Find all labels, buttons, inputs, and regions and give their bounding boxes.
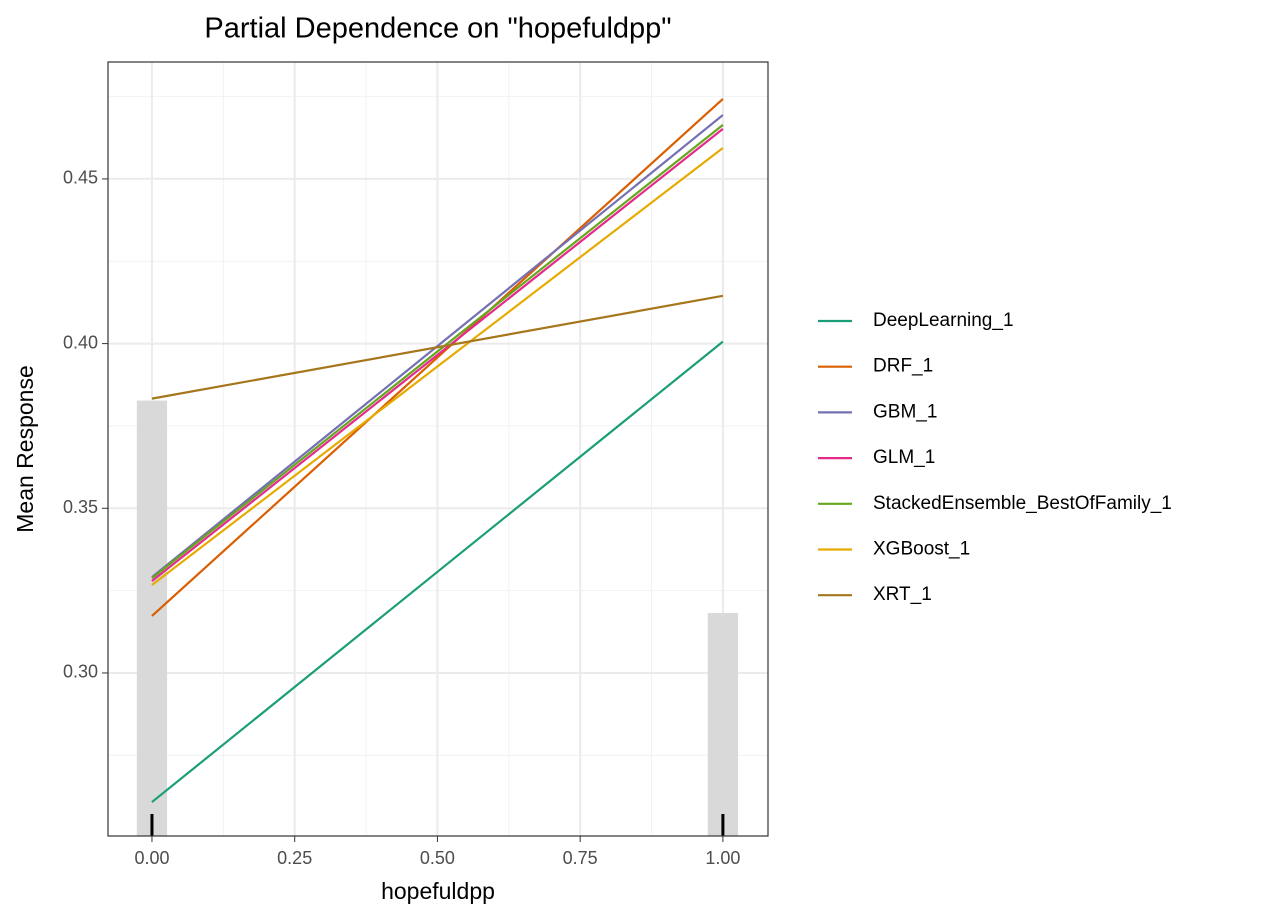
x-tick-label: 0.50 bbox=[420, 848, 455, 868]
histogram-bar bbox=[136, 400, 168, 836]
chart-title: Partial Dependence on "hopefuldpp" bbox=[204, 13, 671, 45]
series-line bbox=[151, 127, 724, 582]
series-line bbox=[151, 340, 724, 803]
y-tick-label: 0.35 bbox=[63, 497, 98, 517]
x-tick-label: 0.00 bbox=[134, 848, 169, 868]
legend-label: XRT_1 bbox=[873, 584, 932, 605]
legend-label: XGBoost_1 bbox=[873, 539, 970, 560]
legend-label: StackedEnsemble_BestOfFamily_1 bbox=[873, 493, 1172, 514]
legend-label: GBM_1 bbox=[873, 401, 937, 422]
y-tick-label: 0.30 bbox=[63, 662, 98, 682]
y-tick-label: 0.45 bbox=[63, 168, 98, 188]
x-tick-label: 1.00 bbox=[705, 848, 740, 868]
series-line bbox=[151, 147, 724, 586]
series-line bbox=[151, 124, 724, 579]
panel-border bbox=[107, 61, 769, 837]
series-line bbox=[151, 114, 724, 578]
x-axis-label: hopefuldpp bbox=[381, 878, 495, 904]
legend-label: GLM_1 bbox=[873, 447, 935, 468]
legend-label: DeepLearning_1 bbox=[873, 310, 1014, 331]
x-tick-label: 0.75 bbox=[563, 848, 598, 868]
y-tick-label: 0.40 bbox=[63, 332, 98, 352]
legend-label: DRF_1 bbox=[873, 356, 933, 377]
histogram-bar bbox=[707, 613, 739, 836]
series-line bbox=[151, 98, 724, 617]
y-axis-label: Mean Response bbox=[12, 365, 38, 533]
series-line bbox=[151, 294, 724, 400]
x-tick-label: 0.25 bbox=[277, 848, 312, 868]
